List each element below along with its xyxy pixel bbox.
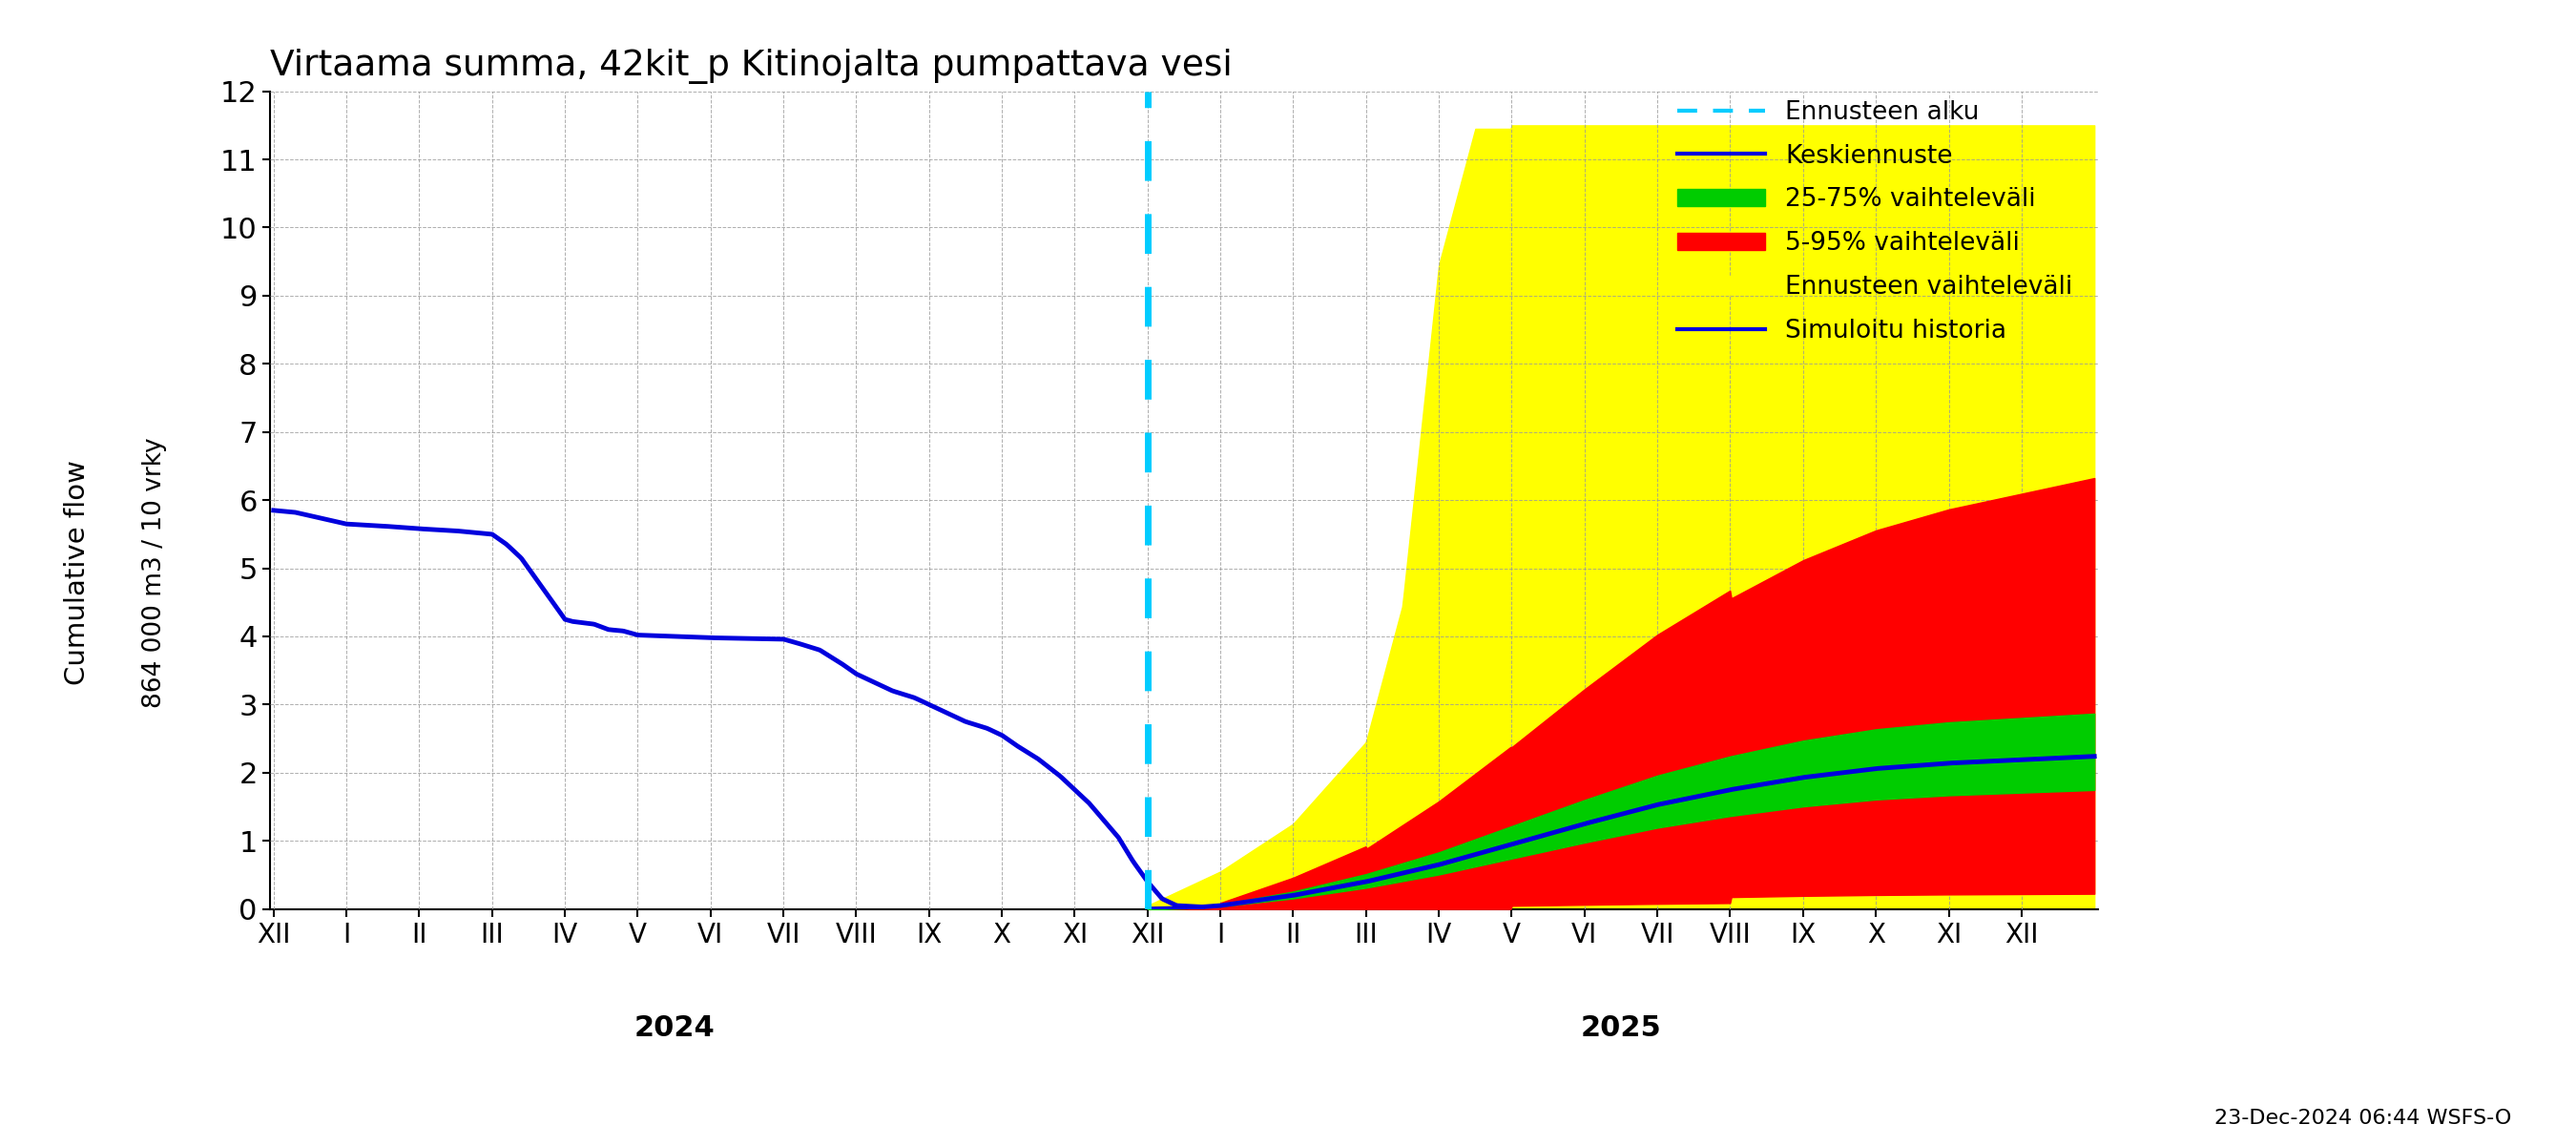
Text: 864 000 m3 / 10 vrky: 864 000 m3 / 10 vrky xyxy=(142,437,167,708)
Text: Virtaama summa, 42kit_p Kitinojalta pumpattava vesi: Virtaama summa, 42kit_p Kitinojalta pump… xyxy=(270,48,1231,84)
Text: Cumulative flow: Cumulative flow xyxy=(64,460,90,685)
Legend: Ennusteen alku, Keskiennuste, 25-75% vaihteleväli, 5-95% vaihteleväli, Ennusteen: Ennusteen alku, Keskiennuste, 25-75% vai… xyxy=(1664,87,2087,356)
Text: 23-Dec-2024 06:44 WSFS-O: 23-Dec-2024 06:44 WSFS-O xyxy=(2215,1108,2512,1128)
Text: 2025: 2025 xyxy=(1582,1014,1662,1042)
Text: 2024: 2024 xyxy=(634,1014,714,1042)
